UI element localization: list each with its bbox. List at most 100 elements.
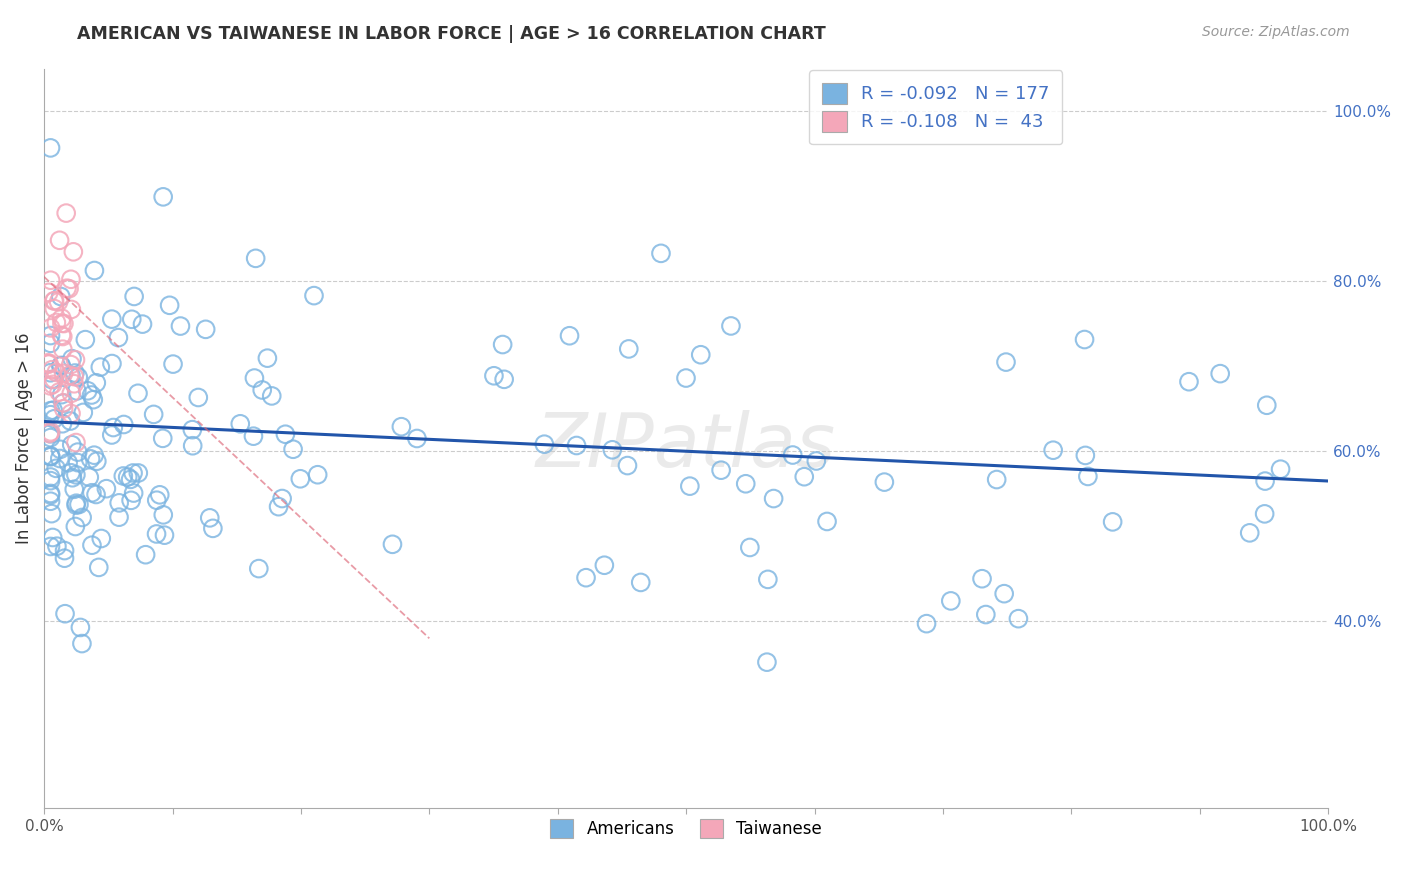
Point	[39, 494, 62, 508]
Point	[83, 263, 105, 277]
Point	[39, 379, 62, 393]
Point	[970, 572, 993, 586]
Point	[72, 405, 94, 419]
Point	[575, 571, 598, 585]
Point	[45, 316, 67, 330]
Point	[108, 510, 131, 524]
Point	[271, 491, 294, 506]
Point	[152, 190, 174, 204]
Point	[38, 357, 60, 371]
Point	[260, 389, 283, 403]
Point	[162, 357, 184, 371]
Point	[59, 272, 82, 286]
Point	[267, 500, 290, 514]
Point	[53, 543, 76, 558]
Point	[41, 507, 63, 521]
Point	[39, 366, 62, 380]
Text: Source: ZipAtlas.com: Source: ZipAtlas.com	[1202, 25, 1350, 39]
Point	[52, 329, 75, 343]
Point	[39, 486, 62, 500]
Point	[915, 616, 938, 631]
Point	[39, 449, 62, 463]
Point	[62, 471, 84, 485]
Point	[39, 328, 62, 343]
Point	[49, 442, 72, 457]
Point	[39, 273, 62, 287]
Point	[533, 437, 555, 451]
Point	[67, 498, 90, 512]
Point	[83, 448, 105, 462]
Point	[1209, 367, 1232, 381]
Point	[48, 294, 70, 309]
Point	[1239, 525, 1261, 540]
Point	[41, 531, 63, 545]
Point	[38, 285, 60, 300]
Point	[198, 511, 221, 525]
Point	[112, 469, 135, 483]
Point	[79, 451, 101, 466]
Point	[181, 439, 204, 453]
Point	[41, 377, 63, 392]
Point	[1270, 462, 1292, 476]
Point	[1073, 333, 1095, 347]
Point	[103, 420, 125, 434]
Point	[49, 289, 72, 303]
Point	[75, 333, 97, 347]
Point	[39, 431, 62, 445]
Point	[122, 289, 145, 303]
Point	[39, 426, 62, 441]
Point	[679, 479, 702, 493]
Point	[65, 498, 87, 512]
Point	[53, 607, 76, 621]
Point	[101, 357, 124, 371]
Point	[181, 423, 204, 437]
Point	[145, 493, 167, 508]
Point	[281, 442, 304, 457]
Point	[1042, 443, 1064, 458]
Point	[101, 312, 124, 326]
Point	[558, 328, 581, 343]
Text: ZIPatlas: ZIPatlas	[536, 410, 837, 482]
Point	[59, 368, 82, 383]
Point	[49, 451, 72, 466]
Point	[107, 330, 129, 344]
Point	[65, 519, 87, 533]
Point	[135, 548, 157, 562]
Point	[60, 438, 83, 452]
Point	[127, 386, 149, 401]
Point	[187, 391, 209, 405]
Point	[617, 342, 640, 356]
Point	[60, 302, 83, 317]
Point	[56, 456, 79, 470]
Point	[56, 281, 79, 295]
Point	[995, 355, 1018, 369]
Point	[152, 431, 174, 445]
Point	[41, 362, 63, 376]
Point	[169, 319, 191, 334]
Point	[39, 336, 62, 351]
Point	[806, 454, 828, 468]
Point	[37, 357, 59, 371]
Point	[1256, 398, 1278, 412]
Point	[39, 141, 62, 155]
Point	[38, 426, 60, 441]
Point	[243, 371, 266, 385]
Point	[602, 442, 624, 457]
Point	[45, 461, 67, 475]
Point	[63, 483, 86, 497]
Point	[491, 337, 513, 351]
Point	[793, 469, 815, 483]
Point	[815, 515, 838, 529]
Point	[80, 538, 103, 552]
Point	[90, 532, 112, 546]
Point	[1074, 449, 1097, 463]
Point	[121, 312, 143, 326]
Point	[59, 358, 82, 372]
Point	[734, 476, 756, 491]
Point	[993, 587, 1015, 601]
Point	[274, 427, 297, 442]
Point	[39, 470, 62, 484]
Point	[52, 367, 75, 381]
Point	[201, 521, 224, 535]
Point	[406, 432, 429, 446]
